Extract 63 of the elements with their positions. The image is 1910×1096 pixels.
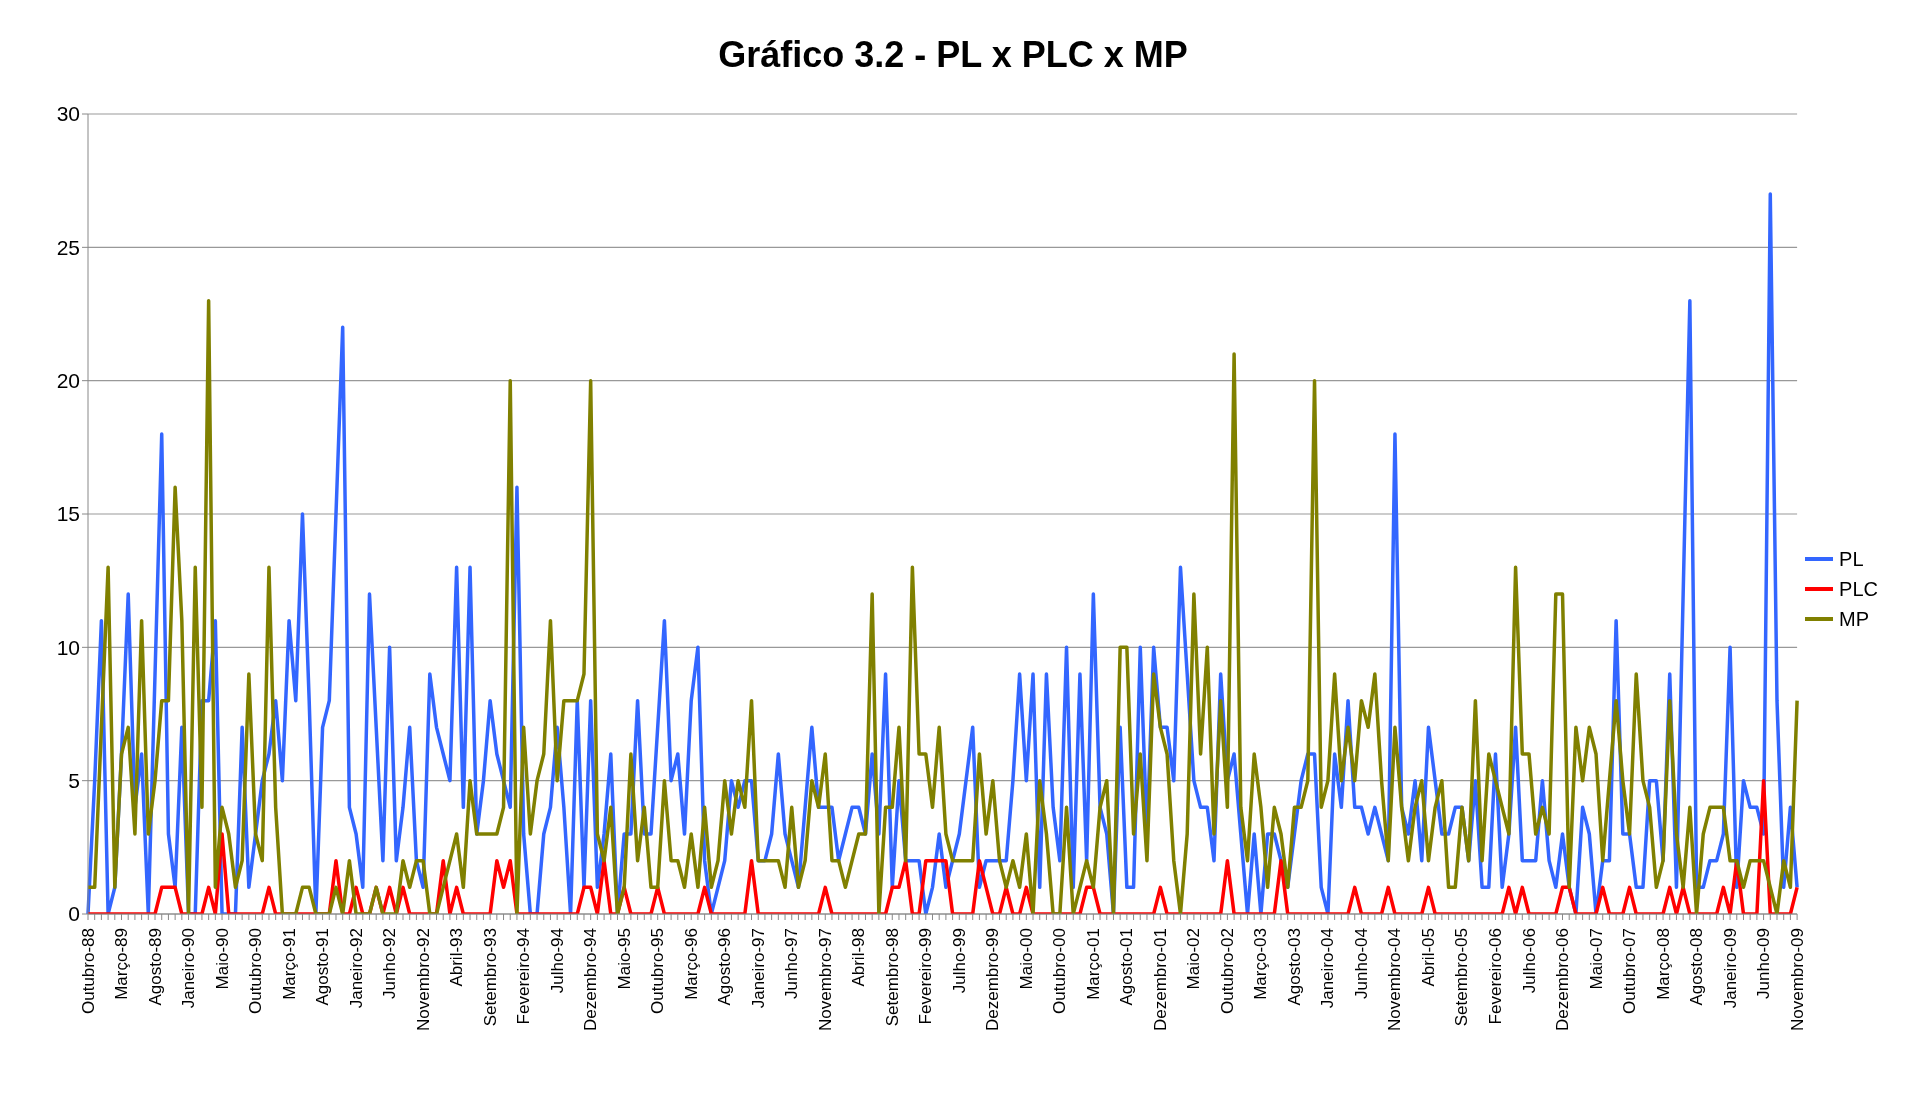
x-tick-label: Outubro-90 (246, 928, 266, 1014)
x-tick-label: Julho-99 (949, 928, 969, 994)
x-tick-label: Setembro-05 (1452, 928, 1472, 1027)
x-tick-label: Novembro-04 (1385, 928, 1405, 1031)
x-tick-label: Agosto-01 (1117, 928, 1137, 1006)
x-tick-label: Novembro-92 (413, 928, 433, 1031)
legend-label: MP (1839, 607, 1870, 631)
x-tick-label: Junho-04 (1351, 928, 1371, 999)
x-tick-label: Maio-07 (1586, 928, 1606, 990)
y-tick-label: 0 (68, 902, 80, 926)
y-tick-label: 15 (56, 502, 80, 526)
x-tick-label: Março-89 (112, 928, 132, 1000)
x-tick-label: Março-96 (681, 928, 701, 1000)
x-tick-label: Maio-90 (212, 928, 232, 990)
x-tick-label: Junho-09 (1754, 928, 1774, 999)
x-tick-label: Junho-97 (782, 928, 802, 999)
x-tick-label: Janeiro-09 (1720, 928, 1740, 1009)
x-tick-label: Setembro-93 (480, 928, 500, 1027)
x-tick-label: Dezembro-06 (1553, 928, 1573, 1031)
legend-label: PL (1839, 547, 1864, 571)
x-tick-label: Maio-95 (614, 928, 634, 990)
x-tick-label: Outubro-02 (1217, 928, 1237, 1014)
chart-title: Gráfico 3.2 - PL x PLC x MP (717, 33, 1189, 77)
x-tick-label: Março-03 (1251, 928, 1271, 1000)
x-tick-label: Julho-94 (547, 928, 567, 994)
x-tick-label: Fevereiro-99 (916, 928, 936, 1025)
x-tick-label: Fevereiro-94 (514, 928, 534, 1025)
x-tick-label: Dezembro-01 (1150, 928, 1170, 1031)
legend-label: PLC (1839, 577, 1878, 601)
x-tick-label: Agosto-89 (145, 928, 165, 1006)
x-tick-label: Agosto-96 (715, 928, 735, 1006)
x-tick-label: Março-01 (1083, 928, 1103, 1000)
y-tick-label: 20 (56, 369, 80, 393)
x-tick-label: Janeiro-04 (1318, 928, 1338, 1009)
x-tick-label: Outubro-95 (648, 928, 668, 1014)
x-tick-label: Março-08 (1653, 928, 1673, 1000)
x-tick-label: Agosto-91 (313, 928, 333, 1006)
x-tick-label: Agosto-03 (1284, 928, 1304, 1006)
x-tick-label: Agosto-08 (1687, 928, 1707, 1006)
x-tick-label: Julho-06 (1519, 928, 1539, 994)
x-tick-label: Abril-05 (1418, 928, 1438, 987)
x-tick-label: Abril-93 (447, 928, 467, 987)
y-tick-label: 10 (56, 635, 80, 659)
x-tick-label: Outubro-88 (78, 928, 98, 1014)
x-tick-label: Janeiro-92 (346, 928, 366, 1009)
x-tick-label: Setembro-98 (882, 928, 902, 1027)
x-tick-label: Abril-98 (849, 928, 869, 987)
x-tick-label: Março-91 (279, 928, 299, 1000)
x-tick-label: Novembro-97 (815, 928, 835, 1031)
x-tick-label: Outubro-00 (1050, 928, 1070, 1014)
x-tick-label: Dezembro-99 (983, 928, 1003, 1031)
x-tick-label: Junho-92 (380, 928, 400, 999)
x-tick-label: Fevereiro-06 (1485, 928, 1505, 1025)
x-tick-label: Janeiro-90 (179, 928, 199, 1009)
x-tick-label: Janeiro-97 (748, 928, 768, 1009)
y-tick-label: 5 (68, 769, 80, 793)
x-tick-label: Outubro-07 (1620, 928, 1640, 1014)
x-tick-label: Novembro-09 (1787, 928, 1807, 1031)
x-tick-label: Maio-02 (1184, 928, 1204, 990)
x-tick-label: Maio-00 (1016, 928, 1036, 990)
y-tick-label: 30 (56, 102, 80, 126)
y-tick-label: 25 (56, 235, 80, 259)
x-tick-label: Dezembro-94 (581, 928, 601, 1031)
